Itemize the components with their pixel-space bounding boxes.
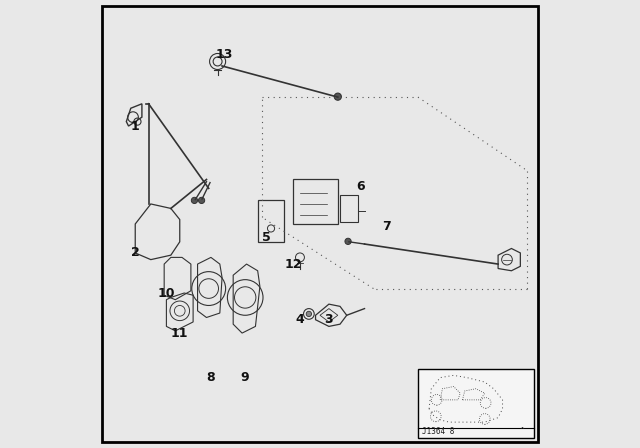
Text: 9: 9: [240, 371, 248, 384]
Text: 11: 11: [171, 327, 189, 340]
Text: 12: 12: [285, 258, 302, 271]
Text: 6: 6: [356, 180, 364, 193]
Text: 3: 3: [324, 313, 333, 326]
Text: 7: 7: [383, 220, 391, 233]
Circle shape: [345, 238, 351, 245]
Text: 8: 8: [207, 371, 215, 384]
Text: 2: 2: [131, 246, 140, 259]
Text: 4: 4: [296, 313, 305, 326]
Circle shape: [306, 311, 312, 317]
Bar: [418, 369, 534, 438]
Circle shape: [198, 197, 205, 203]
Text: 10: 10: [157, 287, 175, 300]
Text: ⌃: ⌃: [518, 427, 525, 436]
Bar: [340, 195, 358, 222]
Bar: [293, 180, 338, 224]
Text: 5: 5: [262, 231, 271, 244]
Text: J1364 8: J1364 8: [422, 427, 455, 436]
Text: 1: 1: [131, 120, 140, 133]
Circle shape: [191, 197, 198, 203]
Bar: [258, 199, 284, 242]
Text: 13: 13: [216, 48, 233, 61]
Circle shape: [334, 93, 341, 100]
